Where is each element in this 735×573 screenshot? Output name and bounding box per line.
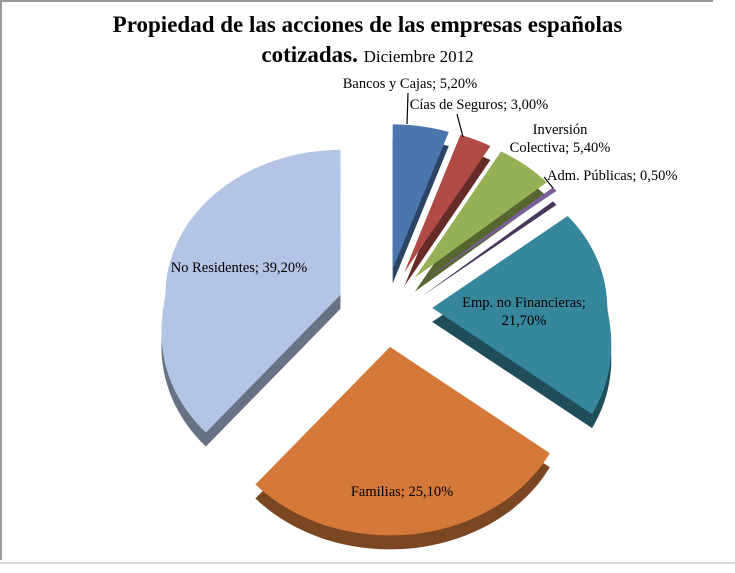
slice-label-c-as-de-seguros: Cías de Seguros; 3,00% [410,97,549,113]
slice-label-bancos-y-cajas: Bancos y Cajas; 5,20% [343,76,478,92]
page-bottom-rule [0,562,735,564]
pie-slice-side-adm-p-blicas [421,201,557,297]
page-border-top [0,0,713,2]
pie-slice-c-as-de-seguros [404,134,491,273]
pie-slice-inversi-n-colectiva [414,151,547,278]
leader-line-adm-p-blicas [543,176,554,189]
chart-title: Propiedad de las acciones de las empresa… [80,10,655,71]
pie-slice-bancos-y-cajas [392,124,449,270]
leader-line-bancos-y-cajas [406,92,409,125]
pie-slice-adm-p-blicas [421,187,557,283]
slice-label-familias: Familias; 25,10% [351,484,453,500]
pie-slice-side-c-as-de-seguros [404,148,491,287]
slice-label-no-residentes: No Residentes; 39,20% [171,260,308,276]
chart-title-text: Propiedad de las acciones de las empresa… [112,12,623,68]
slice-label-emp-no-financieras: Emp. no Financieras; 21,70% [462,295,586,329]
chart-subtitle-text: Diciembre 2012 [363,47,474,67]
leader-line-c-as-de-seguros [456,113,464,138]
slice-label-inversi-n-colectiva: Inversión Colectiva; 5,40% [510,122,611,156]
pie-slice-no-residentes [161,149,341,433]
pie-slice-familias [255,346,550,536]
pie-slice-emp-no-financieras [432,216,612,415]
slice-label-adm-p-blicas: Adm. Públicas; 0,50% [547,168,678,184]
page-border-left [0,0,2,560]
